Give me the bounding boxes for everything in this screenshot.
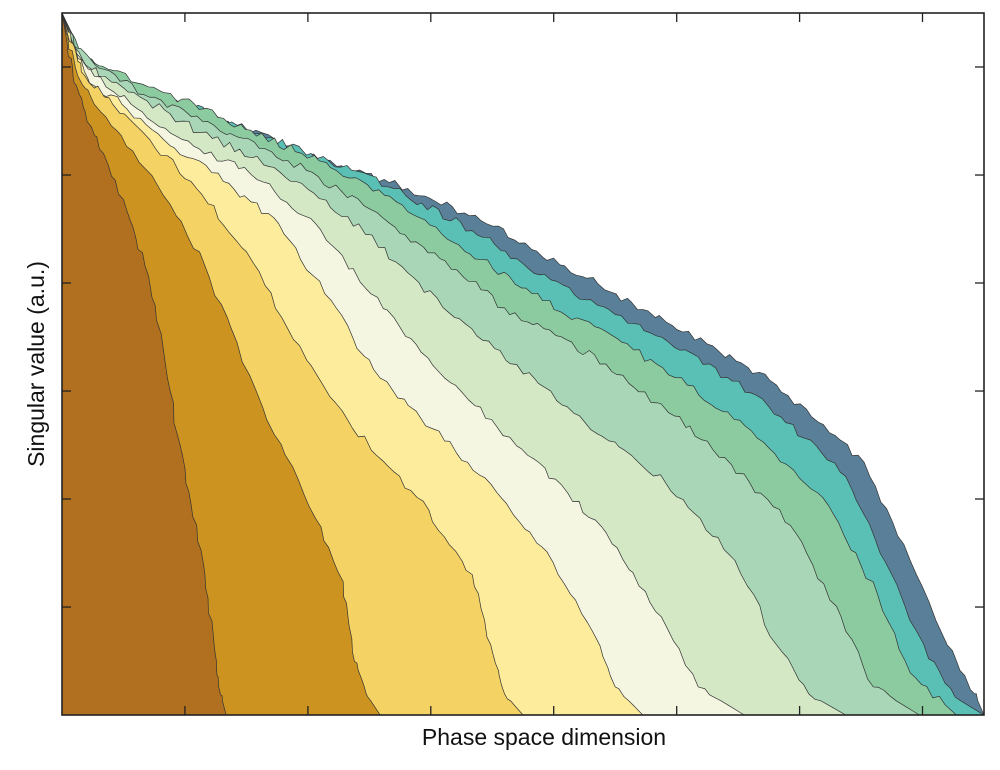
y-axis-label: Singular value (a.u.) [23,261,49,467]
plot-frame [61,12,985,716]
area-series-group [62,13,984,715]
area-series-1 [62,13,227,715]
tick-marks [62,13,984,715]
x-axis-label: Phase space dimension [422,724,666,750]
